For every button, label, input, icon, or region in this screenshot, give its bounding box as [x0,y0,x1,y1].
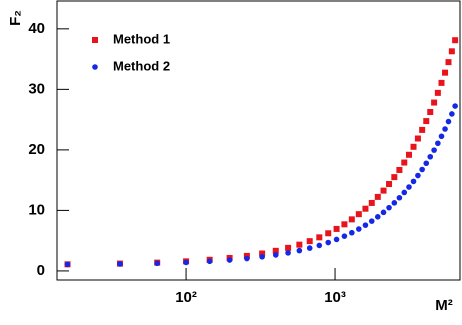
point [431,147,437,153]
point [183,259,189,266]
y-tick-label: 10 [28,201,45,218]
point [380,209,387,216]
point [415,172,421,179]
point [452,103,458,109]
point [419,126,426,133]
point [362,205,369,212]
point [445,59,452,66]
point [349,229,355,236]
point [448,48,455,55]
point [368,218,375,224]
point [333,225,340,232]
point [244,255,250,262]
point [341,233,348,239]
y-tick-label: 0 [37,262,45,279]
point [427,108,434,115]
point [117,261,123,267]
point [410,143,417,150]
point [386,181,393,188]
point [449,111,455,117]
point [316,242,323,249]
y-tick-label: 20 [28,141,45,158]
point [410,178,417,185]
point [325,230,332,237]
point [356,226,362,232]
point [355,211,362,218]
point [423,160,430,167]
point [386,204,392,211]
plot-frame [56,0,461,281]
point [272,252,279,258]
point [285,250,291,256]
point [348,216,355,223]
y-axis-label: F₂ [7,10,24,26]
point [259,250,266,257]
point [333,236,340,243]
point [396,166,403,173]
point [391,200,398,206]
point [442,126,448,132]
point [406,184,412,190]
point [259,254,265,260]
point [445,118,452,125]
point [442,69,449,76]
point [391,174,398,181]
point [452,37,459,44]
point [316,234,323,241]
point [438,133,445,140]
legend-marker [92,37,98,43]
point [414,135,421,142]
point [431,99,438,106]
point [296,247,303,254]
point [435,140,441,147]
legend-marker [92,64,98,70]
x-tick-label: 10² [175,289,197,306]
point [374,193,381,200]
x-tick-label: 10³ [324,289,346,306]
point [380,187,387,194]
point [64,261,71,268]
point [438,79,445,86]
point [226,257,233,263]
point [419,166,425,173]
point [374,214,381,220]
legend-label: Method 1 [113,31,170,46]
point [434,89,441,96]
point [206,258,213,265]
legend: Method 1 Method 2 [92,31,170,73]
point [296,241,303,248]
point [341,221,348,228]
point [427,153,434,160]
point [396,194,403,201]
legend-label: Method 2 [113,58,170,73]
y-tick-label: 30 [28,80,45,97]
point [368,199,375,206]
point [154,260,161,267]
point [405,151,412,158]
point [272,247,279,254]
point [325,239,332,246]
point [423,118,430,125]
point [306,245,313,251]
point [362,222,369,228]
point [401,159,408,166]
point [306,238,313,245]
point [285,244,292,251]
x-axis-label: M² [435,297,453,314]
y-tick-label: 40 [28,20,45,37]
point [401,189,408,196]
